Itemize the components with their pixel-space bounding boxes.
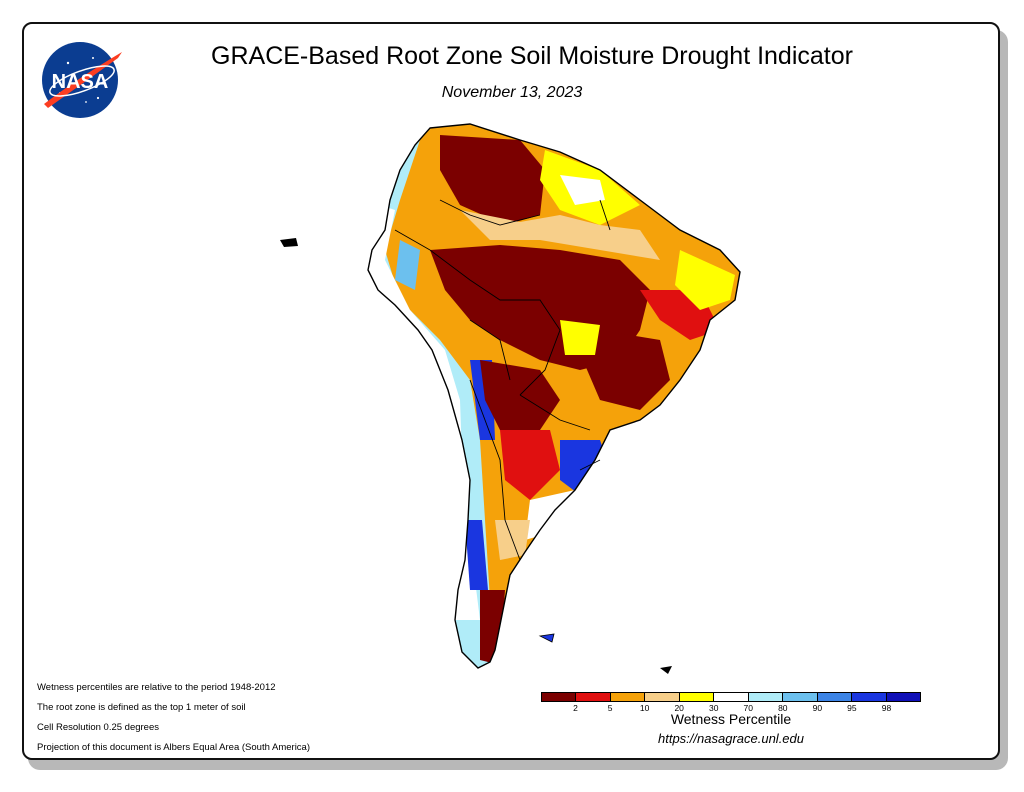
legend-title: Wetness Percentile (670, 711, 792, 727)
nasa-logo: NASA (42, 42, 122, 118)
note-resolution: Cell Resolution 0.25 degrees (37, 722, 159, 733)
legend-tick-label: 98 (881, 703, 892, 713)
note-projection: Projection of this document is Albers Eq… (37, 742, 310, 753)
legend-swatch (645, 693, 680, 701)
legend-tick-label: 90 (812, 703, 823, 713)
legend-tick-label: 80 (778, 703, 788, 713)
map-notes: Wetness percentiles are relative to the … (37, 678, 310, 758)
legend-swatch (886, 693, 920, 701)
legend-ticks: 2 5 10 20 30 70 80 90 95 98 (541, 703, 921, 715)
legend-swatch (852, 693, 887, 701)
legend-tick-label: 10 (639, 703, 650, 713)
legend-swatch (679, 693, 715, 701)
note-period: Wetness percentiles are relative to the … (37, 682, 276, 693)
legend-swatch (714, 693, 749, 701)
source-url[interactable]: https://nasagrace.unl.edu (658, 731, 804, 746)
legend-tick-label: 95 (847, 703, 857, 713)
legend-swatch (783, 693, 818, 701)
legend-swatch (748, 693, 784, 701)
legend-tick-label: 2 (573, 703, 578, 713)
legend-tick-label: 5 (607, 703, 613, 713)
legend-swatch (817, 693, 853, 701)
legend-tick-label: 30 (708, 703, 719, 713)
legend-colorbar (541, 692, 921, 702)
svg-text:NASA: NASA (52, 71, 109, 93)
legend-tick-label: 70 (743, 703, 753, 713)
note-root-zone: The root zone is defined as the top 1 me… (37, 702, 246, 713)
map-date: November 13, 2023 (441, 84, 583, 101)
page-title: GRACE-Based Root Zone Soil Moisture Drou… (211, 42, 853, 70)
legend-swatch (542, 693, 577, 701)
legend-tick-label: 20 (674, 703, 684, 713)
legend-swatch (610, 693, 646, 701)
legend-swatch (576, 693, 611, 701)
